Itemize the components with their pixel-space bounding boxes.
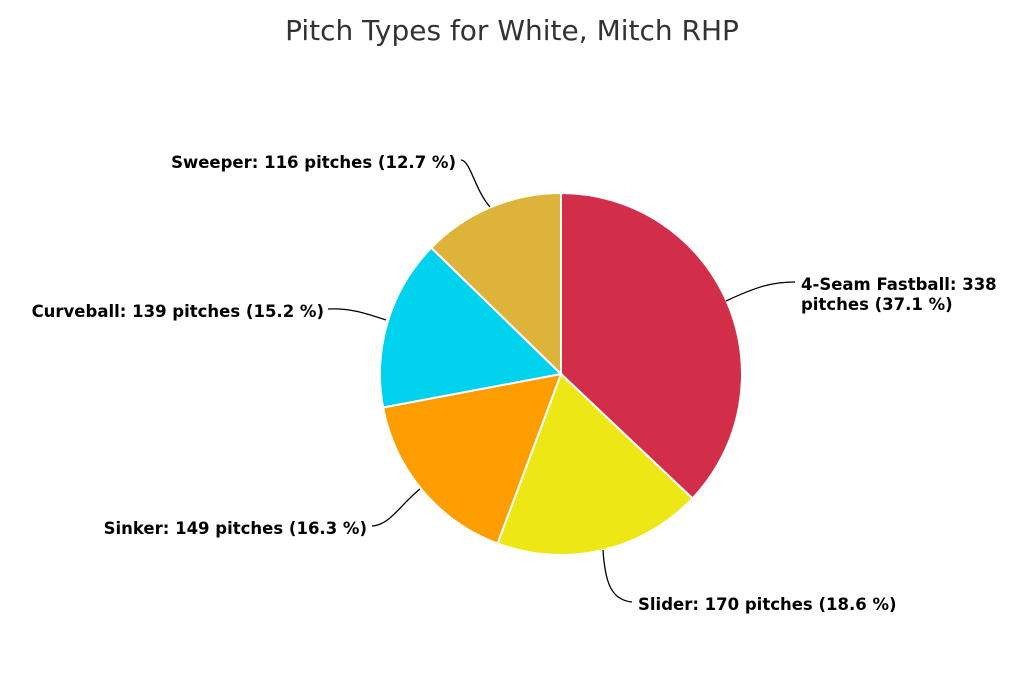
label-connector-curveball [327, 308, 387, 321]
data-label-sweeper: Sweeper: 116 pitches (12.7 %) [171, 153, 456, 172]
data-label-slider: Slider: 170 pitches (18.6 %) [638, 595, 897, 614]
label-connector-sweeper [460, 159, 491, 208]
label-connector-sinker [371, 488, 421, 527]
data-label-curveball: Curveball: 139 pitches (15.2 %) [32, 302, 324, 321]
pie-slice-curveball[interactable] [379, 246, 564, 409]
pie-slice-sweeper[interactable] [429, 191, 562, 377]
label-connector-slider [602, 549, 633, 603]
pie-slice-slider[interactable] [496, 372, 694, 556]
slices-layer [379, 191, 743, 556]
label-connector-4-seam-fastball [725, 281, 796, 302]
pie-slice-sinker[interactable] [381, 372, 563, 545]
chart-title: Pitch Types for White, Mitch RHP [285, 14, 739, 47]
data-label-sinker: Sinker: 149 pitches (16.3 %) [104, 519, 367, 538]
labels-layer: 4-Seam Fastball: 338 pitches (37.1 %) Slid… [32, 153, 997, 614]
pie-slice-4-seam-fastball[interactable] [560, 191, 743, 500]
data-label-4-seam-fastball: 4-Seam Fastball: 338 pitches (37.1 %) [801, 275, 997, 314]
